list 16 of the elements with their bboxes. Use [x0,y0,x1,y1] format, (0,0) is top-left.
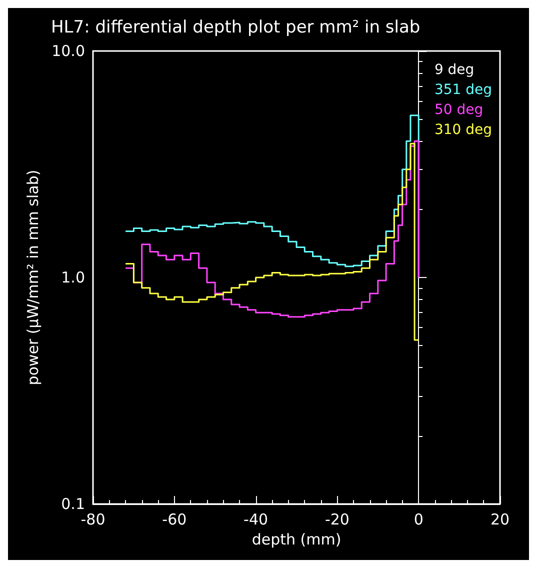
y-tick-label: 0.1 [61,495,85,513]
series-label: 310 deg [434,122,492,138]
y-tick-label: 10.0 [52,42,85,60]
text: 50 deg [434,102,484,118]
x-axis-title: depth (mm) [252,530,342,548]
x-tick-label: -40 [244,510,268,528]
x-tick-label: -20 [324,510,350,528]
series-label: 351 deg [434,82,492,98]
chart-title: HL7: differential depth plot per mm² in slab [51,18,420,38]
x-tick-label: -60 [162,510,187,528]
y-tick-label: 1.0 [61,268,85,286]
x-tick-label: 0 [414,510,424,528]
legend-label: 9 deg [434,62,474,78]
y-axis-title: power (μW/mm² in mm slab) [24,170,42,386]
x-tick-label: -80 [80,510,106,528]
x-tick-label: 20 [490,510,510,528]
